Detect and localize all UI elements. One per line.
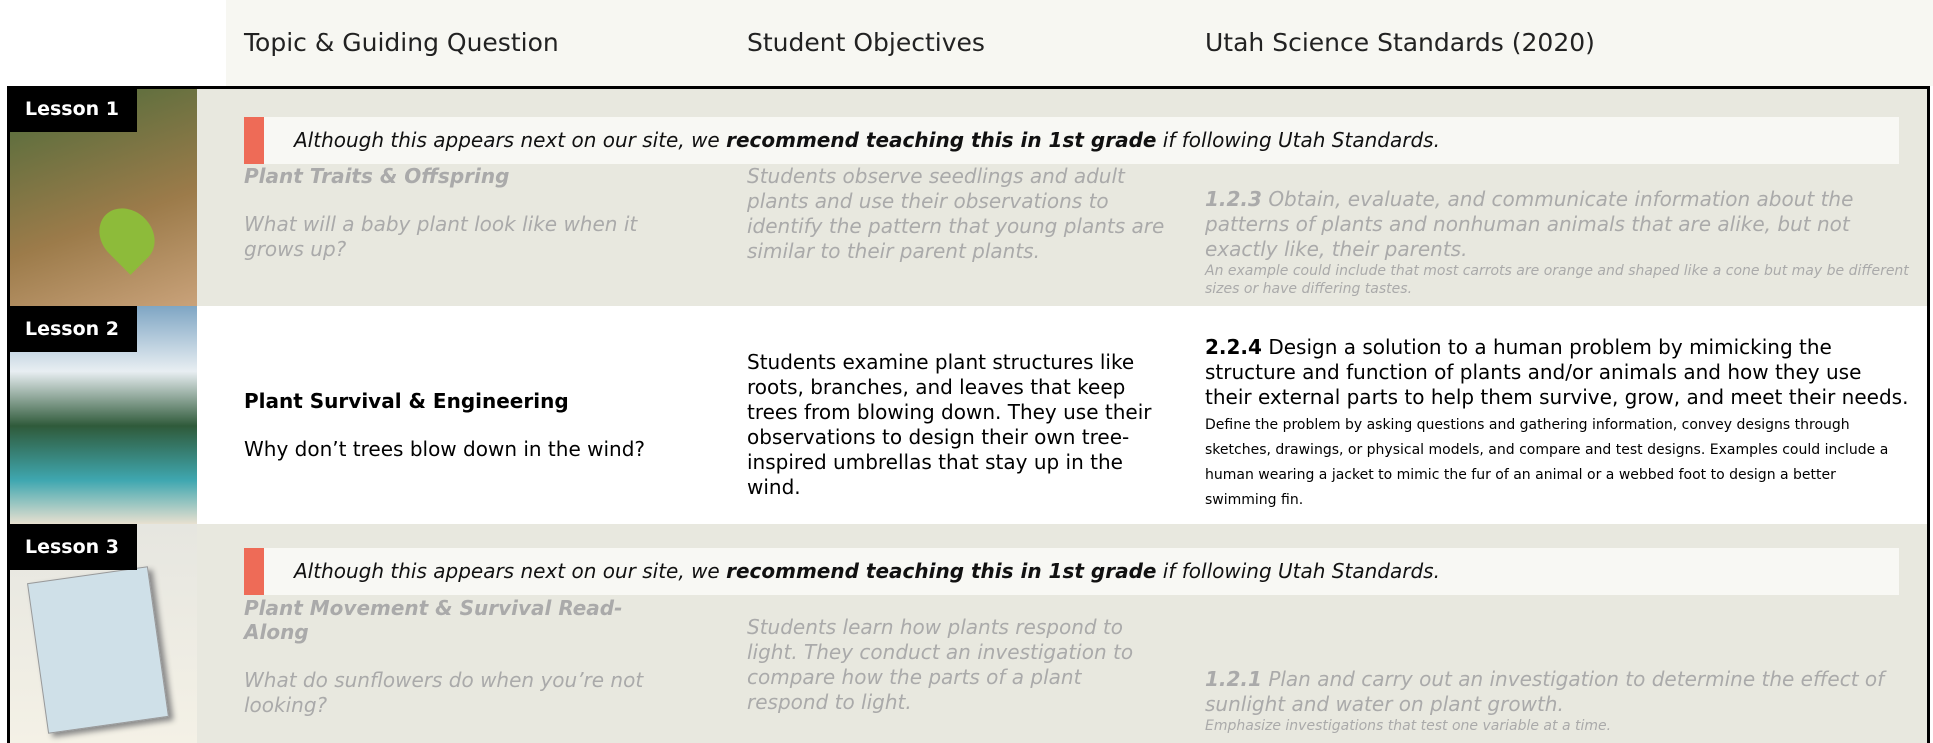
standard-text: 1.2.1 Plan and carry out an investigatio…	[1205, 667, 1910, 717]
guiding-question: Why don’t trees blow down in the wind?	[244, 436, 646, 461]
objective-cell: Students observe seedlings and adult pla…	[747, 164, 1167, 296]
standard-detail: Define the problem by asking questions a…	[1205, 416, 1889, 508]
grade-note: Although this appears next on our site, …	[244, 548, 1899, 595]
lesson-label: Lesson 3	[7, 524, 138, 570]
objective-text: Students examine plant structures like r…	[747, 350, 1152, 499]
standard-cell: 1.2.3 Obtain, evaluate, and communicate …	[1205, 156, 1910, 298]
column-header: Topic & Guiding Question	[244, 28, 559, 57]
standard-text: 2.2.4 Design a solution to a human probl…	[1205, 335, 1910, 510]
lesson-image: Lesson 1	[7, 86, 197, 306]
objective-text: Students learn how plants respond to lig…	[747, 614, 1134, 714]
standard-code: 1.2.3	[1205, 187, 1262, 211]
topic-title: Plant Survival & Engineering	[244, 388, 569, 413]
standard-text: 1.2.3 Obtain, evaluate, and communicate …	[1205, 187, 1910, 262]
note-text: Although this appears next on our site, …	[294, 548, 1440, 595]
standard-cell: 1.2.1 Plan and carry out an investigatio…	[1205, 588, 1910, 735]
note-text-post: if following Utah Standards.	[1156, 559, 1440, 583]
standard-code: 2.2.4	[1205, 334, 1262, 359]
standard-description: Design a solution to a human problem by …	[1205, 334, 1909, 409]
plant-seedling	[88, 197, 166, 275]
lesson-label: Lesson 2	[7, 306, 138, 352]
lesson-row: Plant Survival & Engineering Why don’t tr…	[197, 306, 1930, 524]
standard-code: 1.2.1	[1205, 667, 1262, 691]
objective-cell: Students learn how plants respond to lig…	[747, 596, 1167, 733]
note-text-bold: recommend teaching this in 1st grade	[726, 559, 1157, 583]
objective-text: Students observe seedlings and adult pla…	[747, 164, 1165, 263]
lesson-row: Although this appears next on our site, …	[197, 524, 1930, 743]
topic-title: Plant Traits & Offspring	[244, 164, 510, 188]
column-header: Student Objectives	[747, 28, 985, 57]
standard-cell: 2.2.4 Design a solution to a human probl…	[1205, 328, 1910, 516]
topic-cell: Plant Traits & Offspring What will a baby…	[244, 164, 684, 296]
note-accent	[244, 548, 264, 595]
table-header: Topic & Guiding Question Student Objecti…	[226, 0, 1933, 86]
lesson-image: Lesson 2	[7, 306, 197, 524]
column-header: Utah Science Standards (2020)	[1205, 28, 1595, 57]
note-text-pre: Although this appears next on our site, …	[294, 128, 727, 152]
standard-description: Plan and carry out an investigation to d…	[1205, 667, 1885, 716]
note-text-bold: recommend teaching this in 1st grade	[726, 128, 1157, 152]
lesson-label: Lesson 1	[7, 86, 138, 132]
guiding-question: What will a baby plant look like when it…	[244, 212, 638, 261]
note-text-post: if following Utah Standards.	[1156, 128, 1440, 152]
topic-cell: Plant Movement & Survival Read-Along What…	[244, 596, 684, 733]
book-cover	[27, 566, 169, 734]
lesson-row: Although this appears next on our site, …	[197, 86, 1930, 306]
objective-cell: Students examine plant structures like r…	[747, 336, 1167, 514]
standard-description: Obtain, evaluate, and communicate inform…	[1205, 187, 1854, 261]
standard-detail: Emphasize investigations that test one v…	[1205, 718, 1612, 734]
guiding-question: What do sunflowers do when you’re not lo…	[244, 668, 644, 717]
grade-note: Although this appears next on our site, …	[244, 117, 1899, 164]
note-accent	[244, 117, 264, 164]
lesson-image: Lesson 3	[7, 524, 197, 743]
note-text-pre: Although this appears next on our site, …	[294, 559, 727, 583]
note-text: Although this appears next on our site, …	[294, 117, 1440, 164]
topic-title: Plant Movement & Survival Read-Along	[244, 596, 623, 644]
standard-detail: An example could include that most carro…	[1205, 263, 1909, 297]
topic-cell: Plant Survival & Engineering Why don’t tr…	[244, 336, 684, 514]
